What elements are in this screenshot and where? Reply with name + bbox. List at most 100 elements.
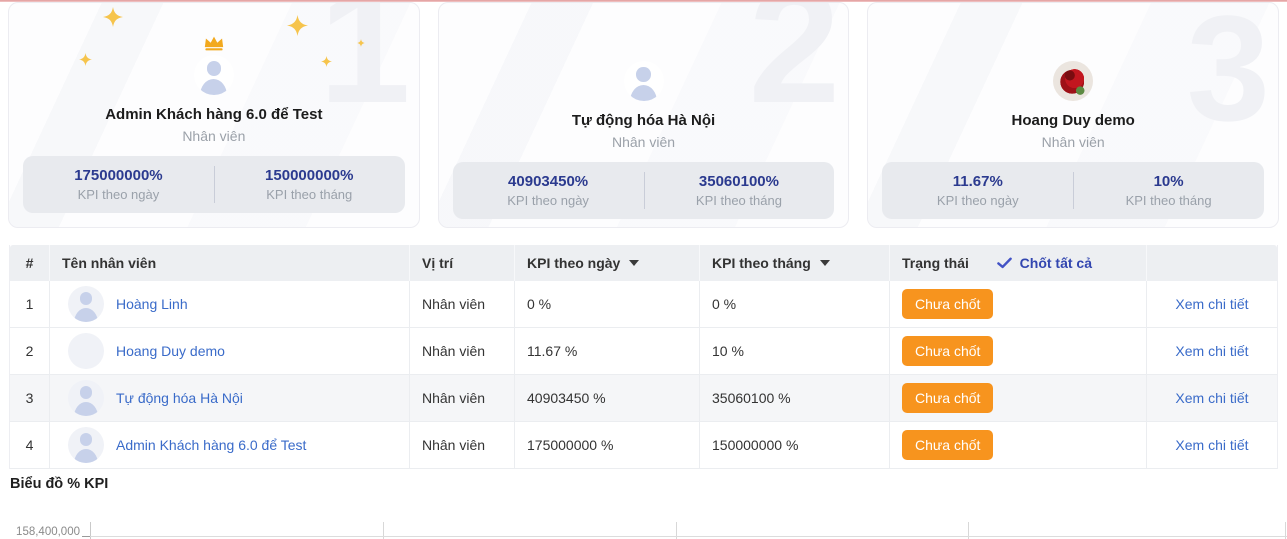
crown-icon — [203, 35, 225, 51]
person-icon — [636, 67, 651, 82]
avatar-default-person — [68, 380, 104, 416]
kpi-chart-gridline — [1285, 522, 1286, 539]
view-detail-link[interactable]: Xem chi tiết — [1175, 343, 1249, 359]
rank-3-watermark: 3 — [1186, 2, 1271, 152]
kpi-chart-top-gridline — [90, 536, 1287, 537]
row-index: 1 — [10, 281, 50, 327]
kpi-chart-y-tick-label: 158,400,000 — [16, 526, 80, 538]
sort-down-icon — [819, 260, 830, 266]
position-cell: Nhân viên — [410, 328, 515, 374]
kpi-stats-box: 40903450% KPI theo ngày 35060100% KPI th… — [452, 162, 835, 219]
stats-divider — [1073, 172, 1075, 209]
status-badge-button[interactable]: Chưa chốt — [902, 336, 994, 366]
table-row: 3 Tự động hóa Hà Nội Nhân viên 40903450 … — [10, 375, 1277, 422]
employee-name-link[interactable]: Tự động hóa Hà Nội — [116, 390, 243, 406]
close-all-label: Chốt tất cả — [1019, 255, 1092, 271]
kpi-month-cell: 35060100 % — [700, 375, 890, 421]
sort-down-icon — [629, 260, 640, 266]
kpi-day-cell: 0 % — [515, 281, 700, 327]
view-detail-link[interactable]: Xem chi tiết — [1175, 296, 1249, 312]
rank-2-watermark: 2 — [748, 2, 841, 137]
kpi-month-cell: 0 % — [700, 281, 890, 327]
header-employee-name: Tên nhân viên — [50, 245, 410, 281]
avatar-default-person — [68, 427, 104, 463]
employee-role: Nhân viên — [1041, 134, 1105, 150]
kpi-employee-table: # Tên nhân viên Vị trí KPI theo ngày KPI… — [9, 245, 1278, 469]
person-icon — [79, 385, 93, 399]
kpi-day-label: KPI theo ngày — [77, 187, 160, 202]
avatar-rose-photo — [1053, 61, 1094, 101]
sparkle-icon — [287, 15, 308, 36]
header-index: # — [10, 245, 50, 281]
header-status: Trạng thái Chốt tất cả — [890, 245, 1147, 281]
table-row: 1 Hoàng Linh Nhân viên 0 % 0 % Chưa chốt… — [10, 281, 1277, 328]
row-index: 3 — [10, 375, 50, 421]
kpi-day-label: KPI theo ngày — [507, 193, 589, 208]
kpi-day-value: 11.67% — [952, 173, 1003, 190]
employee-role: Nhân viên — [182, 128, 246, 144]
kpi-stats-box: 11.67% KPI theo ngày 10% KPI theo tháng — [882, 162, 1265, 219]
kpi-chart-y-axis — [90, 522, 91, 539]
avatar-default-person — [193, 55, 234, 95]
kpi-day-cell: 40903450 % — [515, 375, 700, 421]
table-header-row: # Tên nhân viên Vị trí KPI theo ngày KPI… — [10, 245, 1277, 281]
employee-name: Admin Khách hàng 6.0 để Test — [105, 106, 323, 123]
podium-cards: 1 Admin Khách hàng 6.0 để Test Nhân viên… — [8, 2, 1280, 228]
kpi-month-value: 10% — [1153, 173, 1184, 190]
kpi-month-label: KPI theo tháng — [266, 187, 353, 202]
employee-name-link[interactable]: Hoang Duy demo — [116, 343, 225, 359]
position-cell: Nhân viên — [410, 422, 515, 468]
header-kpi-month-sort[interactable]: KPI theo tháng — [700, 245, 890, 281]
employee-name: Hoang Duy demo — [1011, 112, 1135, 129]
close-all-button[interactable]: Chốt tất cả — [996, 255, 1092, 271]
top-accent-line — [0, 0, 1287, 2]
header-kpi-day-sort[interactable]: KPI theo ngày — [515, 245, 700, 281]
podium-card-rank-2: 2 Tự động hóa Hà Nội Nhân viên 40903450%… — [437, 2, 850, 228]
sparkle-icon — [357, 39, 365, 47]
person-icon — [79, 291, 93, 305]
sparkle-icon — [79, 53, 92, 66]
kpi-day-value: 40903450% — [508, 173, 589, 190]
sparkle-icon — [321, 56, 332, 67]
kpi-month-label: KPI theo tháng — [695, 193, 782, 208]
table-row: 4 Admin Khách hàng 6.0 để Test Nhân viên… — [10, 422, 1277, 469]
kpi-chart-gridline — [676, 522, 677, 539]
header-position: Vị trí — [410, 245, 515, 281]
status-badge-button[interactable]: Chưa chốt — [902, 383, 994, 413]
kpi-month-cell: 150000000 % — [700, 422, 890, 468]
view-detail-link[interactable]: Xem chi tiết — [1175, 390, 1249, 406]
kpi-chart-title: Biểu đồ % KPI — [10, 476, 109, 492]
rank-1-watermark: 1 — [318, 2, 411, 137]
person-icon — [79, 432, 93, 446]
podium-card-rank-1: 1 Admin Khách hàng 6.0 để Test Nhân viên… — [8, 2, 420, 228]
kpi-day-cell: 175000000 % — [515, 422, 700, 468]
position-cell: Nhân viên — [410, 281, 515, 327]
kpi-month-cell: 10 % — [700, 328, 890, 374]
kpi-chart-gridline — [968, 522, 969, 539]
kpi-day-label: KPI theo ngày — [936, 193, 1019, 208]
stats-divider — [213, 166, 215, 203]
stats-divider — [643, 172, 645, 209]
employee-name-link[interactable]: Admin Khách hàng 6.0 để Test — [116, 437, 307, 453]
table-row: 2 Hoang Duy demo Nhân viên 11.67 % 10 % … — [10, 328, 1277, 375]
employee-name: Tự động hóa Hà Nội — [571, 112, 716, 129]
employee-role: Nhân viên — [611, 134, 676, 150]
row-index: 4 — [10, 422, 50, 468]
kpi-chart-gridline — [383, 522, 384, 539]
kpi-month-value: 35060100% — [698, 173, 779, 190]
status-badge-button[interactable]: Chưa chốt — [902, 289, 994, 319]
check-icon — [996, 257, 1012, 269]
kpi-stats-box: 175000000% KPI theo ngày 150000000% KPI … — [23, 156, 405, 213]
row-index: 2 — [10, 328, 50, 374]
employee-name-link[interactable]: Hoàng Linh — [116, 296, 188, 312]
kpi-month-value: 150000000% — [265, 167, 354, 184]
kpi-chart: 158,400,000 — [0, 512, 1287, 539]
podium-card-rank-3: 3 Hoang Duy demo Nhân viên 11.67% KPI th… — [867, 2, 1280, 228]
kpi-day-value: 175000000% — [74, 167, 163, 184]
status-badge-button[interactable]: Chưa chốt — [902, 430, 994, 460]
avatar-default-person — [68, 286, 104, 322]
view-detail-link[interactable]: Xem chi tiết — [1175, 437, 1249, 453]
avatar-default-person — [623, 61, 664, 101]
kpi-chart-y-tick-mark — [82, 536, 90, 537]
